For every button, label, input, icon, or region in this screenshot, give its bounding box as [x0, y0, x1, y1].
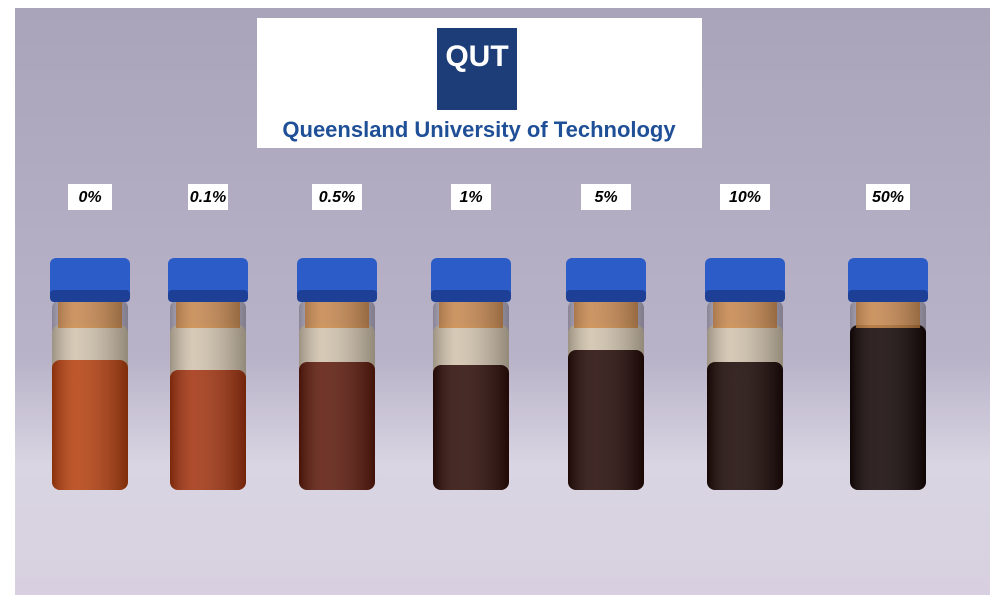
logo-mark-box [437, 28, 517, 110]
vial-glass [850, 300, 926, 490]
vial-label: 0.1% [190, 189, 226, 206]
cap-shadow [848, 290, 928, 302]
label-box [720, 184, 770, 210]
vial-glass [707, 300, 783, 490]
cap-shadow [566, 290, 646, 302]
cap-shadow [168, 290, 248, 302]
vial-glass [52, 300, 128, 490]
vial-label: 50% [872, 189, 904, 206]
label-box [581, 184, 631, 210]
logo-name: Queensland University of Technology [282, 117, 676, 142]
cap-shadow [431, 290, 511, 302]
cap-shadow [50, 290, 130, 302]
vial-label: 1% [459, 189, 482, 206]
vial-glass [299, 300, 375, 490]
vial-label: 0.5% [319, 189, 355, 206]
vial-label: 5% [594, 189, 617, 206]
vial-label: 0% [78, 189, 101, 206]
label-box [451, 184, 491, 210]
vial-glass [433, 300, 509, 490]
label-box [312, 184, 362, 210]
label-box [68, 184, 112, 210]
cap-shadow [705, 290, 785, 302]
vial-glass [170, 300, 246, 490]
label-box [866, 184, 910, 210]
label-box [188, 184, 228, 210]
logo-mark: QUT [445, 40, 508, 73]
cap-shadow [297, 290, 377, 302]
vial-label: 10% [729, 189, 761, 206]
vial-glass [568, 300, 644, 490]
vials: 0% 0.1% 0.5% 1% 5% 10% 50% [50, 184, 928, 490]
